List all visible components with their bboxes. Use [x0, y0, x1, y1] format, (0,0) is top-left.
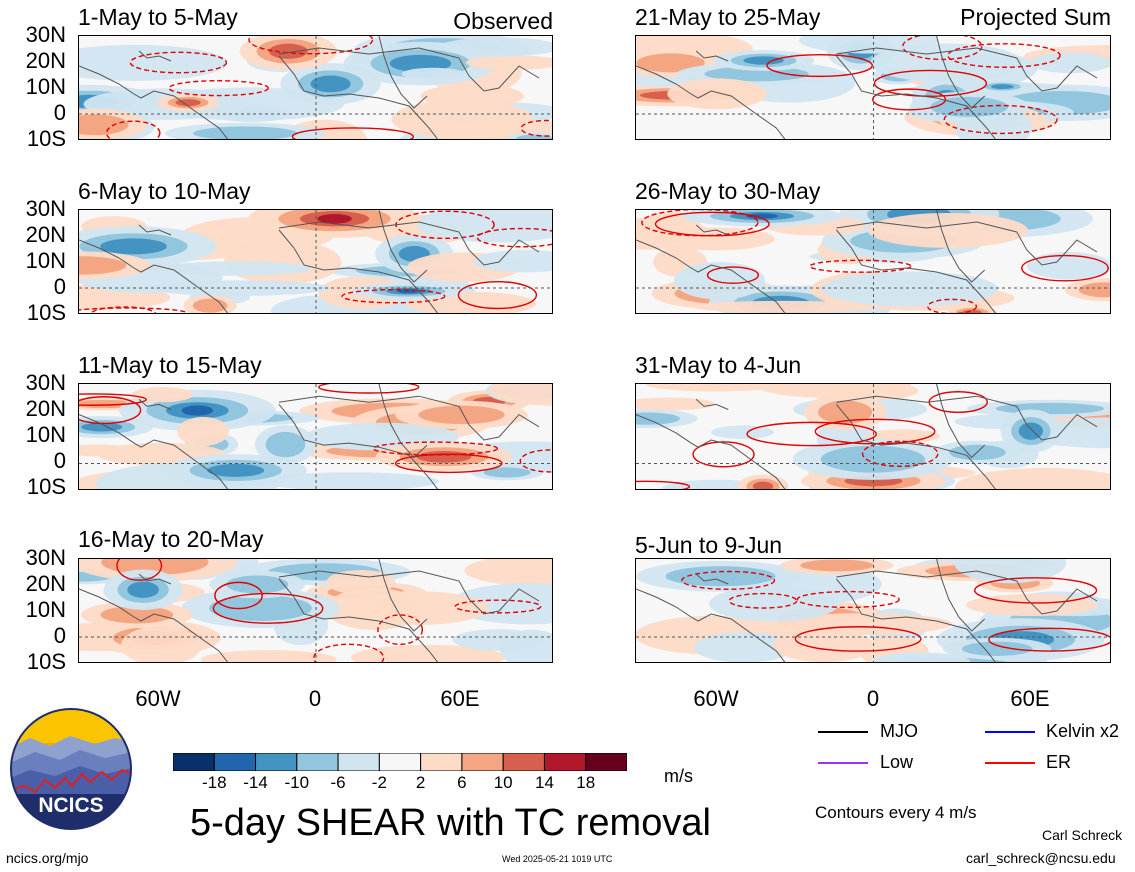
legend-label-mjo: MJO	[880, 721, 918, 741]
lat-label: 30N	[25, 196, 66, 221]
lat-label: 30N	[25, 545, 66, 570]
lat-label: 20N	[25, 48, 66, 73]
map-panel-6	[635, 209, 1111, 314]
colorbar-swatch	[543, 752, 587, 772]
colorbar-tick-label: -14	[243, 773, 268, 792]
author-email: carl_schreck@ncsu.edu	[966, 850, 1116, 866]
lon-label-0-right: 0	[866, 686, 880, 711]
lon-label-60w-right: 60W	[693, 686, 739, 711]
colorbar-swatch	[296, 752, 339, 772]
contour-note: Contours every 4 m/s	[815, 803, 977, 822]
colorbar-tick-label: -10	[284, 773, 310, 792]
colorbar-tick-label: 14	[534, 773, 554, 792]
observed-tag: Observed	[453, 8, 553, 34]
colorbar-swatch	[585, 752, 628, 772]
lat-label: 10S	[26, 300, 66, 325]
panel-title-6: 26-May to 30-May	[635, 178, 821, 204]
colorbar-tick-label: -18	[201, 773, 227, 792]
panel-title-3: 11-May to 15-May	[78, 352, 262, 378]
panel-title-4: 16-May to 20-May	[78, 526, 264, 552]
lat-label: 10S	[26, 474, 66, 499]
site-url: ncics.org/mjo	[6, 850, 89, 866]
colorbar-unit: m/s	[664, 766, 693, 786]
lat-label: 10N	[25, 597, 66, 622]
lon-label-0-left: 0	[308, 686, 322, 711]
legend-label-er: ER	[1046, 752, 1072, 772]
colorbar-swatch	[255, 752, 298, 772]
legend-line-low	[818, 762, 868, 764]
lat-label: 0	[53, 274, 66, 299]
map-panel-7	[635, 383, 1111, 490]
ncics-logo: NCICS	[10, 708, 132, 830]
main-title: 5-day SHEAR with TC removal	[190, 802, 711, 844]
lat-label: 30N	[25, 370, 66, 395]
lon-label-60e-left: 60E	[440, 686, 480, 711]
legend-line-er	[985, 762, 1035, 764]
lat-label: 10N	[25, 422, 66, 447]
panel-title-5: 21-May to 25-May	[635, 4, 821, 30]
lat-label: 10S	[26, 649, 66, 674]
legend-line-kelvin	[985, 731, 1035, 733]
lat-label: 30N	[25, 22, 66, 47]
lat-label: 0	[53, 623, 66, 648]
colorbar-tick-label: 18	[576, 773, 596, 792]
projected-tag: Projected Sum	[960, 4, 1111, 30]
map-panel-4	[78, 558, 553, 663]
lat-label: 10S	[26, 126, 66, 151]
colorbar	[172, 752, 628, 772]
author-name: Carl Schreck	[1042, 827, 1123, 843]
lon-label-60w-left: 60W	[135, 686, 181, 711]
lat-label: 20N	[25, 396, 66, 421]
panel-title-8: 5-Jun to 9-Jun	[635, 532, 783, 558]
legend-line-mjo	[818, 731, 868, 733]
colorbar-tick-label: 6	[457, 773, 467, 792]
lat-label: 10N	[25, 248, 66, 273]
lat-label: 20N	[25, 571, 66, 596]
logo-text: NCICS	[38, 794, 103, 817]
colorbar-swatch	[213, 752, 257, 772]
map-panel-2	[78, 209, 553, 314]
legend-label-low: Low	[880, 752, 914, 772]
colorbar-swatch	[502, 752, 545, 772]
map-panel-8	[635, 558, 1111, 663]
colorbar-swatch	[461, 752, 504, 772]
lat-label: 20N	[25, 222, 66, 247]
panel-title-2: 6-May to 10-May	[78, 178, 251, 204]
colorbar-swatch	[172, 752, 215, 772]
colorbar-swatch	[378, 752, 422, 772]
panel-title-7: 31-May to 4-Jun	[635, 352, 802, 378]
colorbar-tick-label: 10	[493, 773, 513, 792]
colorbar-swatch	[337, 752, 380, 772]
colorbar-tick-label: -2	[371, 773, 387, 792]
lat-label: 0	[53, 448, 66, 473]
colorbar-tick-label: 2	[415, 773, 426, 792]
map-panel-5	[635, 35, 1111, 140]
map-panel-1	[78, 35, 553, 140]
colorbar-swatch	[420, 752, 463, 772]
timestamp: Wed 2025-05-21 1019 UTC	[502, 854, 613, 864]
legend-label-kelvin: Kelvin x2	[1046, 721, 1120, 741]
lat-label: 10N	[25, 74, 66, 99]
lat-label: 0	[53, 100, 66, 125]
colorbar-tick-label: -6	[330, 773, 346, 792]
lon-label-60e-right: 60E	[1010, 686, 1050, 711]
panel-title-1: 1-May to 5-May	[78, 4, 238, 30]
map-panel-3	[78, 383, 553, 490]
